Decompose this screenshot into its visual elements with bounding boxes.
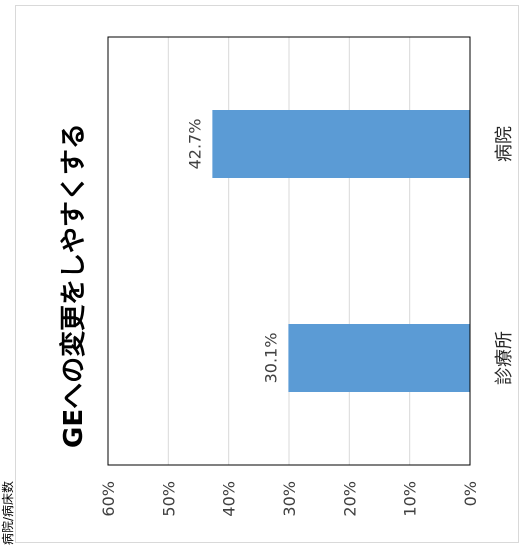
tick-label: 50% [159, 481, 178, 517]
data-labels: 30.1% 42.7% [185, 119, 280, 384]
data-label: 42.7% [185, 119, 204, 170]
data-label: 30.1% [261, 333, 280, 384]
bars [212, 110, 471, 392]
category-label: 診療所 [494, 331, 515, 385]
chart-title: GEへの変更をしやすくする [58, 123, 89, 448]
chart-frame [15, 5, 519, 543]
bar [288, 324, 470, 392]
tick-label: 20% [340, 481, 359, 517]
tick-label: 60% [99, 481, 118, 517]
value-axis-ticks: 0% 10% 20% 30% 40% 50% 60% [99, 481, 480, 517]
bar [212, 110, 471, 178]
plot-area [107, 36, 471, 466]
category-label: 病院 [494, 126, 515, 162]
gridlines [167, 37, 411, 465]
tick-label: 10% [401, 481, 420, 517]
tick-label: 0% [461, 481, 480, 506]
tick-label: 30% [280, 481, 299, 517]
margin-note: 病院/病床数 [0, 481, 15, 545]
tick-label: 40% [220, 481, 239, 517]
